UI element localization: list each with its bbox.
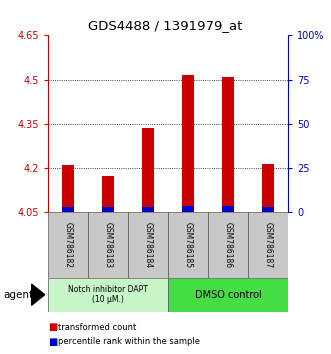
Bar xyxy=(62,207,74,212)
Bar xyxy=(142,207,154,212)
Text: percentile rank within the sample: percentile rank within the sample xyxy=(58,337,200,346)
Polygon shape xyxy=(31,284,45,305)
Bar xyxy=(62,207,74,212)
Text: agent: agent xyxy=(3,290,33,300)
Bar xyxy=(62,165,74,212)
Bar xyxy=(102,207,114,212)
Text: GSM786183: GSM786183 xyxy=(104,222,113,268)
Bar xyxy=(248,212,288,278)
Bar xyxy=(182,206,194,212)
Text: GSM786182: GSM786182 xyxy=(64,222,72,268)
Bar xyxy=(142,129,154,212)
Text: DMSO control: DMSO control xyxy=(195,290,261,300)
Text: Notch inhibitor DAPT
(10 μM.): Notch inhibitor DAPT (10 μM.) xyxy=(68,285,148,304)
Bar xyxy=(102,207,114,212)
Bar xyxy=(262,164,274,212)
Bar xyxy=(128,212,168,278)
Bar xyxy=(48,278,168,312)
Bar xyxy=(102,176,114,212)
Bar xyxy=(142,207,154,212)
Text: GSM786186: GSM786186 xyxy=(223,222,232,268)
Bar xyxy=(168,212,208,278)
Text: GSM786185: GSM786185 xyxy=(183,222,193,268)
Bar xyxy=(222,206,234,212)
Bar xyxy=(222,206,234,212)
Text: GDS4488 / 1391979_at: GDS4488 / 1391979_at xyxy=(88,19,243,33)
Bar xyxy=(262,207,274,212)
Bar xyxy=(222,77,234,212)
Text: GSM786187: GSM786187 xyxy=(263,222,272,268)
Bar xyxy=(262,207,274,212)
Bar xyxy=(208,212,248,278)
Text: GSM786184: GSM786184 xyxy=(143,222,153,268)
Text: ■: ■ xyxy=(48,337,57,347)
Bar xyxy=(48,212,88,278)
Bar xyxy=(168,278,288,312)
Bar xyxy=(182,206,194,212)
Bar xyxy=(88,212,128,278)
Bar xyxy=(182,75,194,212)
Text: ■: ■ xyxy=(48,322,57,332)
Text: transformed count: transformed count xyxy=(58,323,136,332)
